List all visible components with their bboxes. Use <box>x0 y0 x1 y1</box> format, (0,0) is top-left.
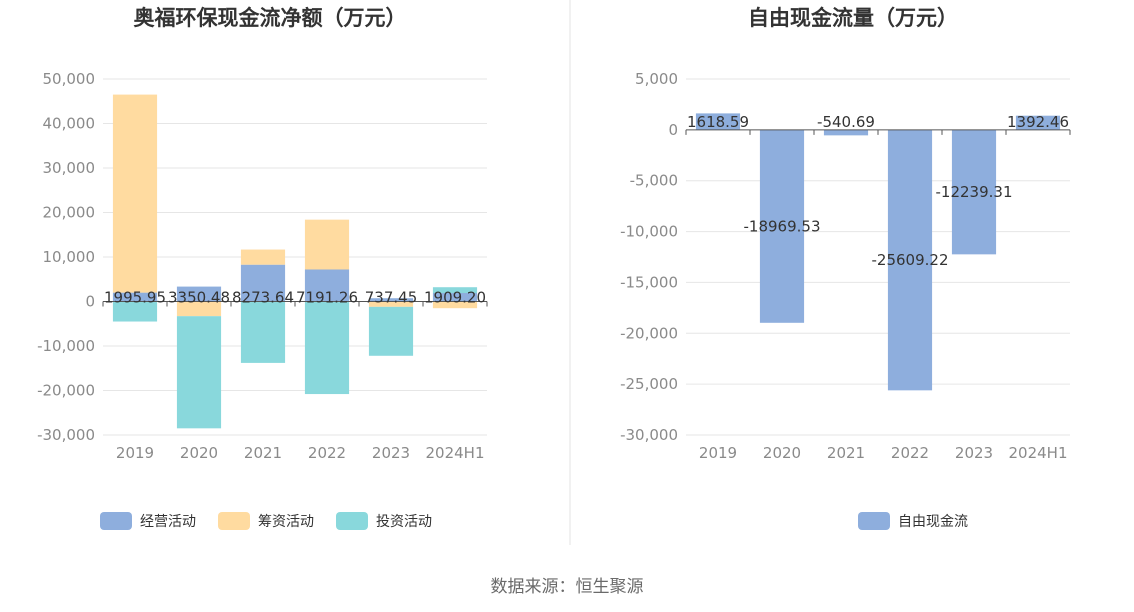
y-tick-label: -10,000 <box>37 337 95 355</box>
data-label: 3350.48 <box>168 289 230 307</box>
bar-operating-2023 <box>368 298 414 302</box>
bar-investing-2020 <box>176 316 222 429</box>
x-tick-label: 2024H1 <box>426 444 485 462</box>
cash-flow-net-chart: 奥福环保现金流净额（万元） 50,000 40,000 30,000 20,000 10… <box>37 6 488 530</box>
y-tick-label: -10,000 <box>620 223 678 241</box>
bar-investing-2023 <box>368 306 414 356</box>
x-tick-label: 2023 <box>372 444 410 462</box>
y-tick-label: -25,000 <box>620 375 678 393</box>
legend-label-investing: 投资活动 <box>376 514 432 530</box>
bar-financing-2022 <box>304 219 350 270</box>
right-data-labels: 1618.59 -18969.53 -540.69 -25609.22 -12239.3… <box>687 113 1069 269</box>
bar-free_cash_flow-2021 <box>823 129 869 136</box>
y-tick-label: 5,000 <box>635 70 678 88</box>
legend-swatch-investing <box>336 512 368 530</box>
y-tick-label: -5,000 <box>630 172 678 190</box>
y-tick-label: 20,000 <box>43 204 96 222</box>
bar-investing-2019 <box>112 301 158 322</box>
x-tick-label: 2024H1 <box>1009 444 1068 462</box>
legend-label-free_cash_flow: 自由现金流 <box>898 514 968 530</box>
x-tick-label: 2019 <box>699 444 737 462</box>
left-chart-title: 奥福环保现金流净额（万元） <box>134 6 407 30</box>
x-tick-label: 2022 <box>308 444 346 462</box>
bar-investing-2024H1 <box>432 287 478 294</box>
x-tick-label: 2019 <box>116 444 154 462</box>
y-tick-label: 30,000 <box>43 159 96 177</box>
bar-operating-2024H1 <box>432 293 478 302</box>
data-label: 7191.26 <box>296 289 358 307</box>
y-tick-label: 0 <box>668 121 678 139</box>
bar-financing-2024H1 <box>432 301 478 309</box>
y-tick-label: 50,000 <box>43 70 96 88</box>
y-tick-label: 40,000 <box>43 115 96 133</box>
data-label: 1909.20 <box>424 289 486 307</box>
y-tick-label: 10,000 <box>43 248 96 266</box>
y-tick-label: -15,000 <box>620 273 678 291</box>
data-label: 737.45 <box>365 289 418 307</box>
x-tick-label: 2020 <box>180 444 218 462</box>
data-label: -12239.31 <box>936 183 1013 201</box>
bar-free_cash_flow-2023 <box>951 129 997 255</box>
legend-swatch-financing <box>218 512 250 530</box>
data-label: -540.69 <box>817 113 875 131</box>
legend-swatch-operating <box>100 512 132 530</box>
right-x-axis: 2019 2020 2021 2022 2023 2024H1 <box>699 444 1068 462</box>
left-y-axis: 50,000 40,000 30,000 20,000 10,000 0 -10,000 -2… <box>37 70 95 444</box>
legend-label-operating: 经营活动 <box>140 514 196 530</box>
left-x-axis: 2019 2020 2021 2022 2023 2024H1 <box>116 444 485 462</box>
right-grid <box>686 78 1070 436</box>
y-tick-label: -30,000 <box>37 426 95 444</box>
data-source-note: 数据来源：恒生聚源 <box>491 577 644 597</box>
y-tick-label: -20,000 <box>37 382 95 400</box>
left-data-labels: 1995.95 3350.48 8273.64 7191.26 737.45 1909.2… <box>104 289 486 307</box>
bar-free_cash_flow-2020 <box>759 129 805 323</box>
right-y-axis: 5,000 0 -5,000 -10,000 -15,000 -20,000 -25,000… <box>620 70 678 444</box>
x-tick-label: 2021 <box>244 444 282 462</box>
free-cash-flow-chart: 自由现金流量（万元） 5,000 0 -5,000 -10,000 -15,000 -20… <box>620 6 1071 530</box>
data-label: 1618.59 <box>687 113 749 131</box>
bar-free_cash_flow-2024H1 <box>1015 115 1061 130</box>
x-tick-label: 2022 <box>891 444 929 462</box>
x-tick-label: 2020 <box>763 444 801 462</box>
x-tick-label: 2021 <box>827 444 865 462</box>
data-label: -18969.53 <box>744 217 821 235</box>
left-legend: 经营活动 筹资活动 投资活动 <box>100 512 432 530</box>
legend-swatch-free_cash_flow <box>858 512 890 530</box>
data-label: 1995.95 <box>104 289 166 307</box>
bar-free_cash_flow-2022 <box>887 129 933 391</box>
y-tick-label: 0 <box>85 293 95 311</box>
bar-financing-2023 <box>368 301 414 307</box>
bar-financing-2019 <box>112 94 158 293</box>
bar-financing-2020 <box>176 301 222 317</box>
legend-label-financing: 筹资活动 <box>258 513 314 530</box>
data-label: 8273.64 <box>232 289 294 307</box>
y-tick-label: -20,000 <box>620 324 678 342</box>
bar-financing-2021 <box>240 249 286 265</box>
left-bars <box>102 94 488 429</box>
data-label: -25609.22 <box>872 251 949 269</box>
right-bars <box>685 113 1071 391</box>
right-legend: 自由现金流 <box>858 512 968 530</box>
left-grid <box>103 78 487 436</box>
bar-operating-2022 <box>304 269 350 302</box>
bar-free_cash_flow-2019 <box>695 113 741 130</box>
data-label: 1392.46 <box>1007 113 1069 131</box>
bar-investing-2022 <box>304 301 350 395</box>
right-chart-title: 自由现金流量（万元） <box>748 6 958 30</box>
bar-operating-2019 <box>112 292 158 302</box>
bar-operating-2020 <box>176 286 222 302</box>
bar-operating-2021 <box>240 264 286 302</box>
bar-investing-2021 <box>240 301 286 363</box>
x-tick-label: 2023 <box>955 444 993 462</box>
y-tick-label: -30,000 <box>620 426 678 444</box>
